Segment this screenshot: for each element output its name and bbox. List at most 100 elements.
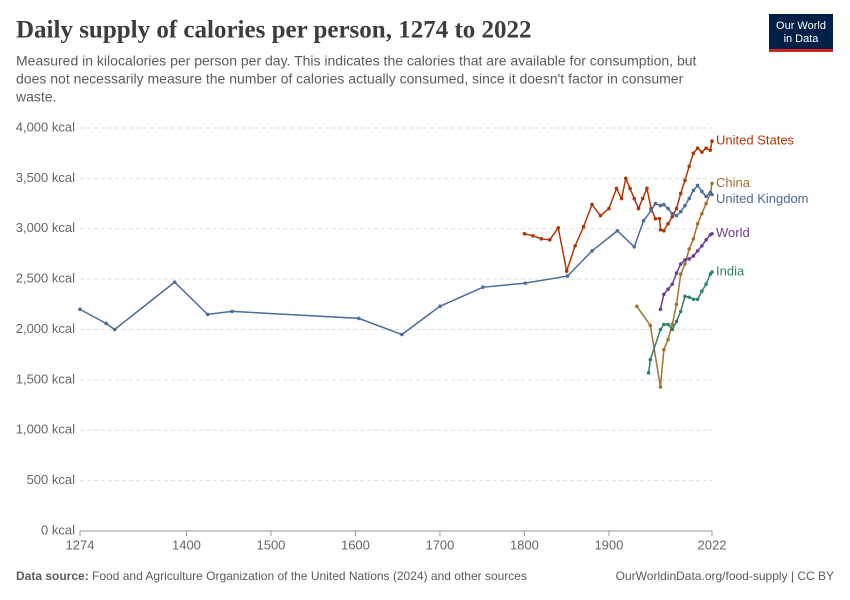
point bbox=[565, 274, 570, 278]
point bbox=[710, 192, 714, 197]
point bbox=[700, 244, 704, 248]
series-label: World bbox=[716, 225, 750, 240]
y-tick-label: 2,000 kcal bbox=[16, 321, 75, 336]
y-tick-label: 500 kcal bbox=[27, 472, 76, 487]
point bbox=[700, 150, 704, 154]
point bbox=[666, 322, 670, 327]
point bbox=[691, 188, 696, 193]
point bbox=[670, 322, 675, 327]
x-tick-label: 1900 bbox=[594, 537, 623, 552]
point bbox=[648, 357, 653, 362]
point bbox=[695, 146, 700, 150]
point bbox=[523, 281, 528, 285]
point bbox=[678, 209, 683, 214]
point bbox=[674, 271, 679, 275]
point bbox=[704, 238, 708, 242]
point bbox=[657, 216, 662, 221]
point bbox=[573, 244, 577, 248]
point bbox=[674, 302, 679, 307]
x-tick-label: 1800 bbox=[510, 537, 539, 552]
source: Data source: Food and Agriculture Organi… bbox=[16, 569, 527, 583]
logo-bar bbox=[769, 49, 833, 52]
chart-title: Daily supply of calories per person, 127… bbox=[16, 17, 532, 44]
series-line bbox=[636, 183, 713, 388]
point bbox=[687, 196, 691, 201]
point bbox=[400, 332, 404, 337]
series-line bbox=[647, 271, 713, 373]
point bbox=[564, 269, 569, 273]
point bbox=[357, 316, 361, 321]
point bbox=[658, 307, 663, 312]
point bbox=[683, 203, 687, 208]
point bbox=[683, 294, 687, 299]
point bbox=[695, 183, 700, 188]
point bbox=[640, 196, 645, 201]
x-tick-label: 1400 bbox=[172, 537, 201, 552]
point bbox=[710, 139, 714, 143]
point bbox=[438, 304, 442, 309]
point bbox=[704, 194, 708, 199]
credit[interactable]: OurWorldinData.org/food-supply | CC BY bbox=[616, 569, 834, 583]
x-tick-label: 1500 bbox=[256, 537, 285, 552]
point bbox=[670, 327, 675, 332]
logo-text: in Data bbox=[784, 33, 820, 45]
point bbox=[636, 206, 641, 211]
point bbox=[678, 309, 683, 314]
y-tick-label: 3,500 kcal bbox=[16, 170, 75, 185]
point bbox=[678, 191, 683, 196]
point bbox=[230, 309, 234, 314]
point bbox=[658, 385, 663, 389]
subtitle: waste. bbox=[15, 89, 56, 105]
point bbox=[662, 228, 666, 233]
point bbox=[646, 371, 651, 375]
point bbox=[687, 164, 691, 169]
point bbox=[670, 214, 675, 219]
point bbox=[666, 206, 670, 211]
point bbox=[678, 262, 683, 266]
point bbox=[547, 238, 552, 242]
point bbox=[687, 257, 691, 261]
point bbox=[607, 206, 611, 211]
logo-box bbox=[769, 14, 833, 52]
logo[interactable]: Our World in Data bbox=[769, 14, 833, 52]
logo-text: Our World bbox=[776, 20, 826, 32]
point bbox=[700, 189, 704, 194]
series-line bbox=[524, 140, 713, 274]
point bbox=[666, 287, 670, 292]
point bbox=[695, 221, 700, 226]
point bbox=[624, 176, 628, 181]
point bbox=[653, 216, 658, 221]
point bbox=[700, 211, 704, 216]
point bbox=[590, 202, 594, 207]
point bbox=[708, 148, 713, 152]
point bbox=[704, 146, 708, 150]
series-line bbox=[659, 233, 713, 310]
point bbox=[691, 151, 696, 155]
point bbox=[674, 206, 679, 211]
y-tick-label: 0 kcal bbox=[41, 522, 75, 537]
x-tick-label: 1600 bbox=[341, 537, 370, 552]
point bbox=[691, 254, 696, 258]
point bbox=[666, 337, 670, 342]
point bbox=[598, 213, 603, 218]
point bbox=[704, 282, 708, 286]
point bbox=[539, 237, 544, 241]
point bbox=[641, 218, 646, 223]
y-tick-label: 3,000 kcal bbox=[16, 220, 75, 235]
point bbox=[481, 285, 485, 289]
point bbox=[662, 347, 666, 352]
point bbox=[662, 202, 666, 207]
point bbox=[649, 208, 653, 213]
point bbox=[695, 297, 700, 302]
point bbox=[645, 186, 649, 191]
point bbox=[662, 292, 666, 297]
point bbox=[615, 228, 620, 233]
source-label: Data source: bbox=[16, 569, 89, 583]
series-label: India bbox=[716, 264, 745, 279]
point bbox=[704, 201, 708, 206]
point bbox=[678, 272, 683, 276]
point bbox=[691, 237, 696, 241]
series-label: United States bbox=[716, 133, 795, 148]
point bbox=[635, 304, 639, 309]
